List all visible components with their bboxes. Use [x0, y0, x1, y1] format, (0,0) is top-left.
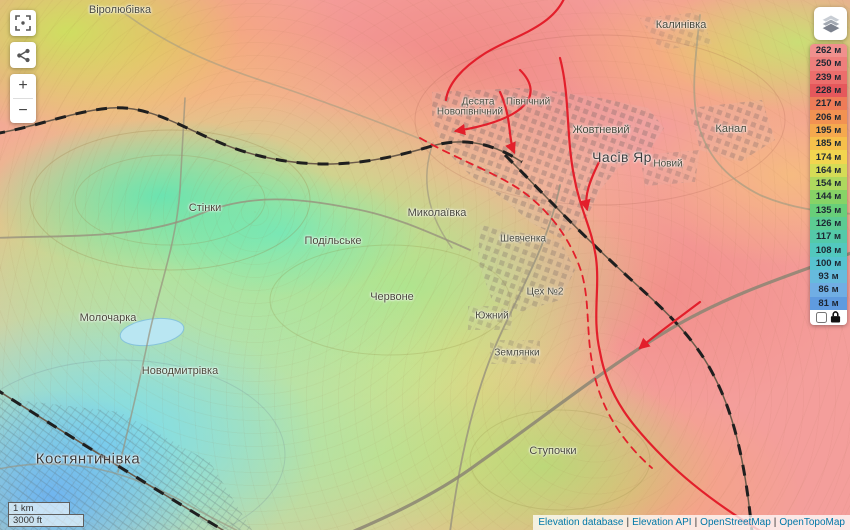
legend-item-label: 228 м	[815, 85, 842, 97]
legend-item[interactable]: 108 м	[810, 243, 847, 257]
legend-item[interactable]: 154 м	[810, 176, 847, 191]
legend-item-label: 93 м	[818, 271, 839, 283]
legend-item[interactable]: 250 м	[810, 57, 847, 71]
attribution-link[interactable]: Elevation API	[632, 517, 692, 528]
scale-control: 1 km 3000 ft	[8, 502, 84, 527]
red-advance-arrow	[453, 68, 532, 136]
attribution-bar: Elevation database | Elevation API | OpenStr…	[533, 515, 850, 530]
legend-item-label: 185 м	[815, 138, 842, 150]
legend-item[interactable]: 126 м	[810, 216, 847, 231]
legend-item[interactable]: 117 м	[810, 230, 847, 244]
legend-item[interactable]: 86 м	[810, 283, 847, 297]
red-frontline-dashed	[419, 137, 653, 469]
layers-button[interactable]	[814, 7, 847, 40]
attribution-link[interactable]: Elevation database	[538, 517, 624, 528]
red-main-line	[558, 56, 761, 530]
red-advance-arrow	[579, 158, 602, 212]
legend-item-label: 195 м	[815, 124, 842, 136]
legend-item-label: 100 м	[815, 257, 842, 269]
fullscreen-icon	[15, 15, 31, 31]
legend-item-label: 262 м	[815, 45, 842, 57]
legend-item-label: 239 м	[815, 71, 842, 83]
pond	[119, 317, 185, 347]
attribution-separator: |	[626, 517, 630, 528]
legend-item[interactable]: 239 м	[810, 70, 847, 84]
legend-controls	[810, 309, 847, 325]
legend-item-label: 217 м	[815, 98, 842, 110]
legend-item[interactable]: 217 м	[810, 97, 847, 111]
red-advance-arrow	[498, 90, 516, 155]
elevation-legend-rows: 262 м 250 м 239 м 228 м 217 м 206 м 195 м 185 м…	[810, 44, 847, 310]
zoom-divider	[13, 98, 33, 99]
legend-item-label: 250 м	[815, 58, 842, 70]
zoom-control: + −	[10, 74, 36, 123]
legend-item[interactable]: 262 м	[810, 44, 847, 58]
scale-km-bar: 1 km	[8, 502, 70, 514]
share-button[interactable]	[10, 42, 36, 68]
legend-item[interactable]: 185 м	[810, 137, 847, 151]
legend-item-label: 144 м	[815, 191, 842, 203]
legend-item-label: 117 м	[816, 231, 841, 243]
legend-item-label: 108 м	[815, 244, 842, 256]
legend-item[interactable]: 228 м	[810, 83, 847, 98]
legend-item[interactable]: 164 м	[810, 163, 847, 177]
elevation-legend: 262 м 250 м 239 м 228 м 217 м 206 м 195 м 185 м…	[810, 44, 847, 325]
legend-item[interactable]: 81 м	[810, 296, 847, 310]
attribution-separator: |	[773, 517, 777, 528]
frontline-red-layer	[419, 0, 761, 530]
legend-item-label: 206 м	[815, 111, 842, 123]
attribution-link[interactable]: OpenStreetMap	[700, 517, 771, 528]
legend-item[interactable]: 144 м	[810, 190, 847, 204]
red-advance-arrow	[638, 300, 702, 350]
legend-item-label: 81 м	[818, 297, 839, 309]
legend-item-label: 164 м	[815, 164, 842, 176]
attribution-separator: |	[694, 517, 698, 528]
fullscreen-button[interactable]	[10, 10, 36, 36]
legend-item[interactable]: 174 м	[810, 150, 847, 164]
zoom-out-button[interactable]: −	[18, 102, 28, 119]
legend-item[interactable]: 135 м	[810, 203, 847, 217]
legend-item[interactable]: 195 м	[810, 123, 847, 138]
scale-ft-bar: 3000 ft	[8, 514, 84, 527]
legend-item-label: 174 м	[815, 151, 842, 163]
legend-item[interactable]: 93 м	[810, 270, 847, 284]
share-icon	[16, 48, 30, 62]
red-advance-line	[444, 0, 565, 102]
legend-item-label: 135 м	[815, 204, 842, 216]
legend-toggle-checkbox[interactable]	[816, 311, 827, 323]
legend-item[interactable]: 100 м	[810, 256, 847, 271]
zoom-in-button[interactable]: +	[18, 77, 28, 94]
legend-item[interactable]: 206 м	[810, 110, 847, 124]
lock-icon[interactable]	[830, 311, 841, 323]
railway-lines	[0, 106, 754, 530]
legend-item-label: 126 м	[815, 218, 842, 229]
attribution-link[interactable]: OpenTopoMap	[779, 517, 845, 528]
layers-icon	[820, 14, 841, 33]
legend-item-label: 86 м	[818, 284, 839, 296]
legend-item-label: 154 м	[815, 178, 842, 190]
